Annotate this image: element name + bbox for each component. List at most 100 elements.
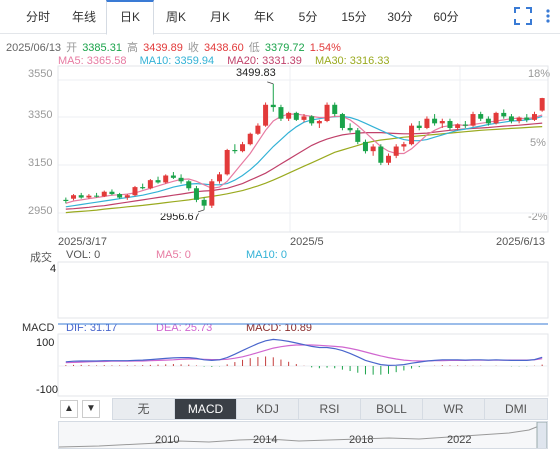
indicator-dmi[interactable]: DMI <box>505 402 527 416</box>
candle-body <box>224 150 230 175</box>
candle-body <box>94 195 100 197</box>
macd-title: MACD <box>22 322 55 334</box>
candle-body <box>316 121 322 124</box>
volume-panel-frame <box>57 261 549 319</box>
candle-body <box>124 195 130 198</box>
candle-body <box>278 107 284 119</box>
candle-body <box>485 118 491 124</box>
indicator-rsi[interactable]: RSI <box>299 399 361 419</box>
scroll-right-button[interactable]: ▼ <box>82 400 100 418</box>
navigator-sparkline <box>59 422 547 448</box>
price-panel-frame <box>57 65 549 233</box>
high-label: 高 <box>127 42 139 54</box>
range-navigator[interactable]: 2010 2014 2018 2022 <box>58 421 548 449</box>
min-price-annotation: 2956.67 <box>160 211 200 223</box>
tab-yearly-k[interactable]: 年K <box>253 10 274 24</box>
indicator-boll[interactable]: BOLL <box>361 399 423 419</box>
more-icon[interactable] <box>540 8 556 24</box>
dea-value: DEA: 25.73 <box>156 322 213 334</box>
candle-body <box>470 114 476 126</box>
candle-body <box>447 121 453 128</box>
candle-body <box>501 112 507 117</box>
change-pct: 1.54% <box>309 42 341 54</box>
candle-body <box>186 181 192 189</box>
candle-body <box>309 116 315 124</box>
date-tick: 2025/3/17 <box>58 236 107 248</box>
candle-body <box>78 195 84 198</box>
candle-body <box>293 112 299 120</box>
candle-body <box>370 146 376 152</box>
tab-monthly-k[interactable]: 月K <box>209 10 230 24</box>
candle-body <box>362 141 368 152</box>
min-pointer <box>198 209 205 213</box>
low-value: 3379.72 <box>264 42 305 54</box>
date-tick: 2025/6/13 <box>496 236 545 248</box>
ma30-line <box>65 126 543 214</box>
candle-body <box>439 121 445 124</box>
macd-panel-frame <box>57 333 549 397</box>
tab-intraday[interactable]: 分时 <box>25 10 50 24</box>
nav-year: 2010 <box>155 434 180 446</box>
candle-body <box>531 114 537 120</box>
vol-axis-tick: 4 <box>50 263 57 275</box>
candle-body <box>409 125 415 145</box>
candle-body <box>247 133 253 145</box>
macd-axis-bottom: -100 <box>36 384 59 396</box>
candle-body <box>63 199 69 202</box>
candle-body <box>270 104 276 108</box>
max-pointer <box>267 81 274 85</box>
candle-body <box>109 191 115 195</box>
candle-body <box>163 175 169 183</box>
candle-body <box>117 194 123 198</box>
indicator-kdj[interactable]: KDJ <box>237 399 299 419</box>
close-label: 收 <box>187 42 199 54</box>
tab-5min[interactable]: 5分 <box>298 10 318 24</box>
ma5-label: MA5: 3365.58 <box>58 55 127 67</box>
tab-weekly-k[interactable]: 周K <box>165 10 186 24</box>
tab-daily-k[interactable]: 日K <box>106 0 154 35</box>
candle-body <box>347 127 353 131</box>
candle-body <box>140 187 146 189</box>
candle-body <box>539 98 545 111</box>
candle-body <box>101 191 107 197</box>
candle-body <box>324 104 330 122</box>
indicator-wr[interactable]: WR <box>423 399 485 419</box>
nav-year: 2018 <box>349 434 374 446</box>
candle-body <box>255 125 261 134</box>
scroll-left-button[interactable]: ▲ <box>60 400 78 418</box>
nav-year: 2014 <box>253 434 278 446</box>
pct-tick: 18% <box>528 68 551 80</box>
indicator-bar: 无 MACD KDJ RSI BOLL WR DMI <box>112 398 548 420</box>
close-value: 3438.60 <box>203 42 244 54</box>
candle-body <box>216 174 222 182</box>
vol-ma5: MA5: 0 <box>156 249 191 261</box>
macd-value: MACD: 10.89 <box>246 322 313 334</box>
pct-tick: 5% <box>530 137 546 149</box>
tab-30min[interactable]: 30分 <box>387 10 413 24</box>
candle-body <box>378 146 384 163</box>
candle-body <box>355 130 361 142</box>
candle-body <box>508 116 514 122</box>
candle-body <box>86 195 92 198</box>
tab-year-line[interactable]: 年线 <box>71 10 96 24</box>
candle-body <box>263 104 269 126</box>
ma-legend: MA5: 3365.58 MA10: 3359.94 MA20: 3331.39… <box>58 55 400 67</box>
candle-body <box>524 117 530 120</box>
candle-body <box>462 124 468 126</box>
indicator-none[interactable]: 无 <box>113 399 175 419</box>
high-value: 3439.89 <box>143 42 183 54</box>
ma10-label: MA10: 3359.94 <box>139 55 215 67</box>
candle-body <box>209 181 215 206</box>
dif-line <box>65 338 543 367</box>
vol-value: VOL: 0 <box>66 249 101 261</box>
max-price-annotation: 3499.83 <box>236 67 276 79</box>
tab-60min[interactable]: 60分 <box>433 10 459 24</box>
indicator-macd[interactable]: MACD <box>175 399 237 419</box>
period-tabbar: 分时 年线 日K 周K 月K 年K 5分 15分 30分 60分 <box>0 0 560 35</box>
fullscreen-icon[interactable] <box>514 7 532 25</box>
candle-body <box>301 116 307 120</box>
tab-15min[interactable]: 15分 <box>341 10 367 24</box>
candle-body <box>432 118 438 124</box>
candle-body <box>393 146 399 156</box>
